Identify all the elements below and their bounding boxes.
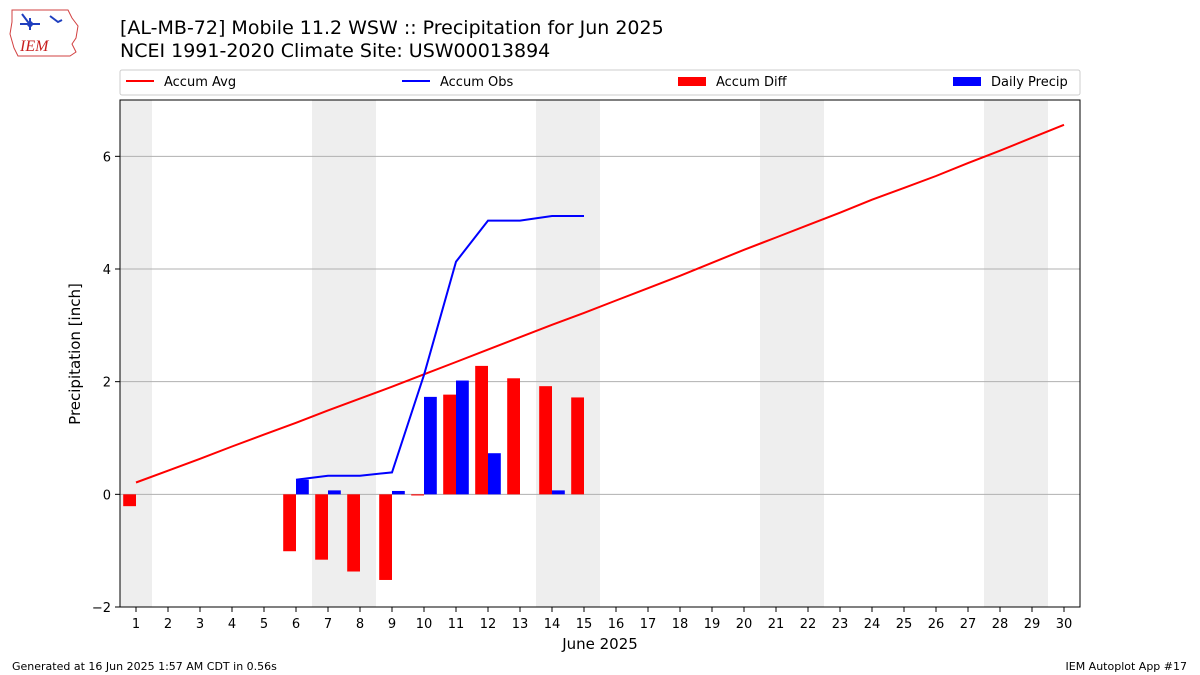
y-axis-label: Precipitation [inch]	[66, 283, 84, 425]
app-footer: IEM Autoplot App #17	[1065, 660, 1188, 673]
legend-label-accum-obs: Accum Obs	[440, 75, 513, 90]
chart-title: [AL-MB-72] Mobile 11.2 WSW :: Precipitat…	[120, 17, 664, 39]
weekend-shade-day-28	[984, 100, 1016, 607]
x-tick-label-6: 6	[292, 617, 300, 632]
y-tick-label-4: 4	[103, 263, 111, 278]
x-tick-label-10: 10	[416, 617, 433, 632]
legend: Accum Avg Accum Obs Accum Diff Daily Precip	[119, 69, 1081, 96]
logo-text: IEM	[19, 38, 50, 55]
x-tick-label-12: 12	[480, 617, 497, 632]
weekend-shading	[120, 100, 1048, 607]
y-tick-label-2: 2	[103, 376, 111, 391]
daily-precip-bar-day-10	[424, 396, 437, 495]
legend-swatch-daily-precip	[953, 77, 981, 86]
legend-swatch-accum-diff	[678, 77, 706, 86]
x-tick-label-5: 5	[260, 617, 268, 632]
daily-precip-bar-day-14	[552, 490, 565, 495]
accum-obs-line	[295, 215, 584, 481]
accum-diff-bars	[123, 365, 584, 580]
weekend-shade-day-22	[792, 100, 824, 607]
x-tick-label-29: 29	[1024, 617, 1041, 632]
accum-diff-bar-day-9	[379, 494, 392, 580]
x-tick-label-27: 27	[960, 617, 977, 632]
daily-precip-bar-day-7	[328, 490, 341, 495]
x-tick-label-23: 23	[832, 617, 849, 632]
y-tick-label-0: 0	[103, 488, 111, 503]
x-tick-label-22: 22	[800, 617, 817, 632]
legend-box	[119, 69, 1081, 96]
accum-diff-bar-day-1	[123, 494, 136, 507]
legend-label-accum-diff: Accum Diff	[716, 75, 788, 90]
accum-diff-bar-day-13	[507, 378, 520, 495]
accum-diff-bar-day-12	[475, 365, 488, 495]
x-tick-label-25: 25	[896, 617, 913, 632]
x-tick-label-17: 17	[640, 617, 657, 632]
y-tick-label-6: 6	[103, 150, 111, 165]
x-tick-label-8: 8	[356, 617, 364, 632]
x-tick-label-2: 2	[164, 617, 172, 632]
accum-diff-bar-day-6	[283, 494, 296, 552]
legend-label-daily-precip: Daily Precip	[991, 75, 1068, 90]
weekend-shade-day-14	[536, 100, 568, 607]
daily-precip-bar-day-11	[456, 380, 469, 495]
x-axis: 1 2 3 4 5 6 7 8 9 10 11 12 13 14 15 16 17 18 19 20 21 22 23 24 2…	[132, 607, 1072, 632]
x-tick-label-30: 30	[1056, 617, 1073, 632]
weekend-shade-day-21	[760, 100, 792, 607]
x-tick-label-26: 26	[928, 617, 945, 632]
daily-precip-bars	[296, 380, 565, 495]
x-tick-label-18: 18	[672, 617, 689, 632]
daily-precip-bar-day-6	[296, 479, 309, 495]
x-tick-label-13: 13	[512, 617, 529, 632]
x-tick-label-4: 4	[228, 617, 236, 632]
x-tick-label-7: 7	[324, 617, 332, 632]
x-tick-label-19: 19	[704, 617, 721, 632]
x-axis-label: June 2025	[561, 635, 638, 653]
x-tick-label-28: 28	[992, 617, 1009, 632]
y-tick-label--2: −2	[92, 601, 111, 616]
weekend-shade-day-29	[1016, 100, 1048, 607]
accum-diff-bar-day-10	[411, 494, 424, 496]
chart-subtitle: NCEI 1991-2020 Climate Site: USW00013894	[120, 40, 551, 62]
accum-diff-bar-day-7	[315, 494, 328, 560]
daily-precip-bar-day-12	[488, 453, 501, 495]
x-tick-label-16: 16	[608, 617, 625, 632]
x-tick-label-21: 21	[768, 617, 785, 632]
plot-frame	[119, 99, 1081, 608]
x-tick-label-3: 3	[196, 617, 204, 632]
x-tick-label-14: 14	[544, 617, 561, 632]
daily-precip-bar-day-9	[392, 490, 405, 495]
generated-footer: Generated at 16 Jun 2025 1:57 AM CDT in …	[12, 660, 277, 673]
x-tick-label-1: 1	[132, 617, 140, 632]
x-tick-label-9: 9	[388, 617, 396, 632]
accum-obs-line-path	[295, 215, 584, 481]
accum-avg-line-path	[135, 123, 1065, 484]
x-tick-label-11: 11	[448, 617, 465, 632]
accum-diff-bar-day-15	[571, 397, 584, 495]
x-tick-label-15: 15	[576, 617, 593, 632]
iem-logo: IEM	[9, 9, 79, 57]
accum-diff-bar-day-11	[443, 394, 456, 495]
legend-label-accum-avg: Accum Avg	[164, 75, 236, 90]
weekend-shade-day-1	[120, 100, 152, 607]
accum-diff-bar-day-14	[539, 386, 552, 495]
accum-diff-bar-day-8	[347, 494, 360, 572]
y-axis: −2 0 2 4 6	[92, 150, 120, 616]
accum-avg-line	[135, 123, 1065, 484]
x-tick-label-20: 20	[736, 617, 753, 632]
weekend-shade-day-15	[568, 100, 600, 607]
x-tick-label-24: 24	[864, 617, 881, 632]
